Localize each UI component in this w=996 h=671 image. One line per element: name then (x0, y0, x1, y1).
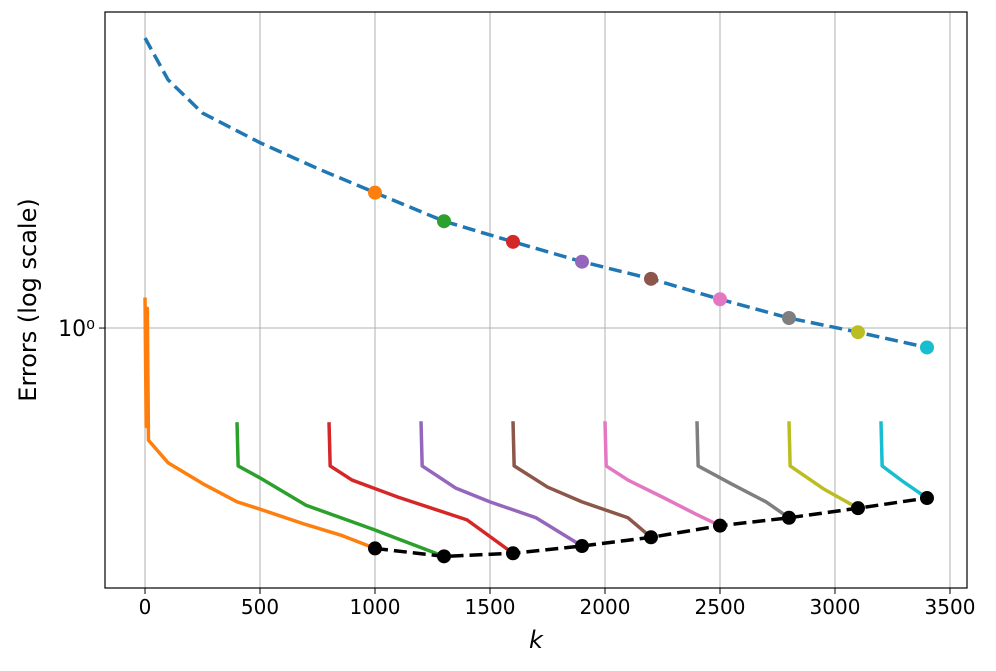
x-tick-label: 0 (139, 595, 152, 619)
series-line (143, 37, 928, 350)
x-tick-label: 2500 (695, 595, 746, 619)
point (712, 518, 727, 533)
point (781, 311, 796, 326)
series-line (787, 421, 859, 510)
series-line (143, 297, 376, 551)
series-line (235, 422, 445, 558)
point (850, 325, 865, 340)
series-line (879, 421, 928, 500)
point (368, 185, 383, 200)
series-line (419, 421, 583, 548)
point (712, 292, 727, 307)
x-tick-label: 2000 (580, 595, 631, 619)
point (643, 530, 658, 545)
x-tick-label: 3000 (810, 595, 861, 619)
x-axis-label: k (529, 626, 544, 654)
x-tick-label: 500 (241, 595, 279, 619)
y-axis-label: Errors (log scale) (14, 198, 42, 401)
series-line (695, 421, 790, 520)
x-tick-label: 3500 (925, 595, 976, 619)
point (368, 541, 383, 556)
plot-area (143, 37, 934, 564)
point (850, 501, 865, 516)
point (506, 234, 521, 249)
series-line (511, 421, 653, 539)
y-tick-label: 10⁰ (58, 317, 95, 342)
point (506, 546, 521, 561)
point (574, 539, 589, 554)
x-tick-label: 1500 (465, 595, 516, 619)
point (781, 510, 796, 525)
point (437, 214, 452, 229)
point (919, 340, 934, 355)
axes-frame (104, 11, 968, 589)
series-line (603, 421, 721, 528)
point (643, 271, 658, 286)
point (437, 549, 452, 564)
point (919, 491, 934, 506)
point (574, 254, 589, 269)
x-tick-label: 1000 (350, 595, 401, 619)
series-line (374, 496, 928, 559)
series-line (327, 422, 515, 555)
